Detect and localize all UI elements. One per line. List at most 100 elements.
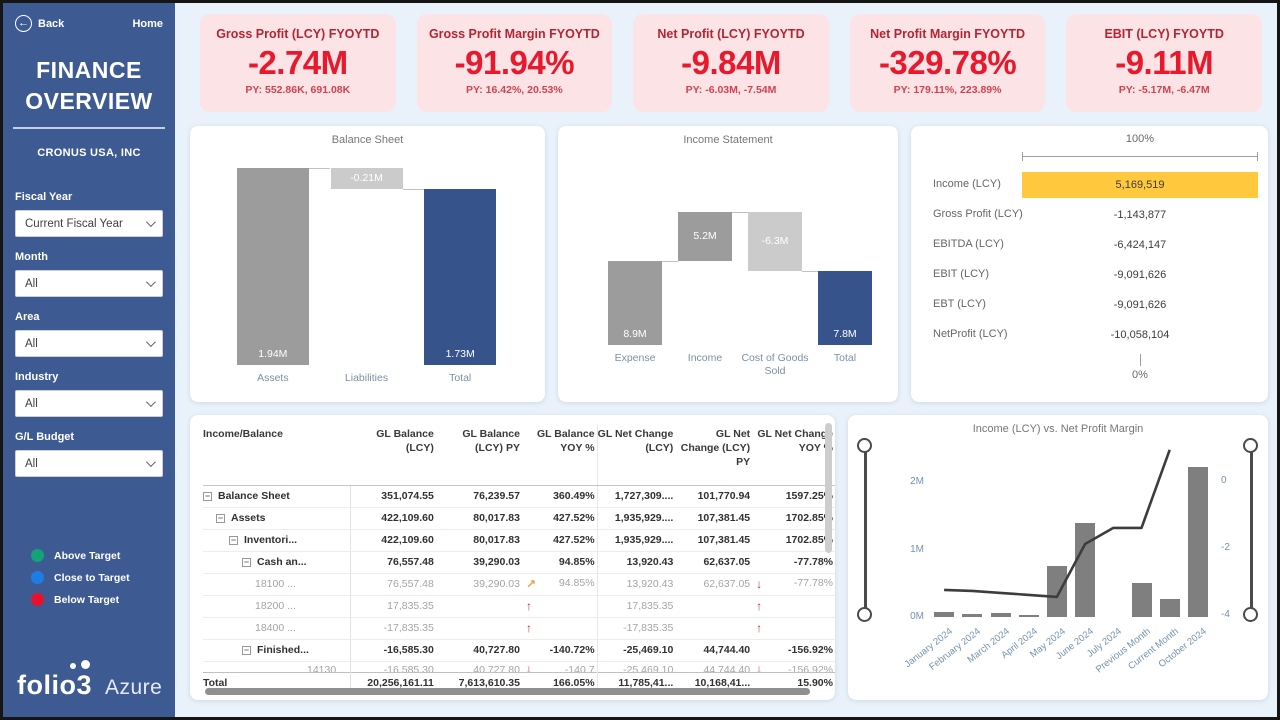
column-header-gl-net-change-lcy[interactable]: GL Net Change (LCY) <box>597 425 676 486</box>
collapse-icon[interactable]: − <box>216 513 225 523</box>
table-row-inventori[interactable]: − Inventori... 422,109.60 80,017.83 427.52% 1… <box>203 529 835 552</box>
column-bar-february-2024[interactable] <box>962 613 983 617</box>
table-row-18100[interactable]: 18100 ... 76,557.48 39,290.03 ↗ 94.85% 13,920… <box>203 573 835 596</box>
back-arrow-icon: ← <box>15 15 32 32</box>
table-row-18200[interactable]: 18200 ... 17,835.35 ↑ 17,835.35 ↑ <box>203 595 835 618</box>
funnel-rows: Income (LCY) 5,169,519 Gross Profit (LCY) -… <box>911 170 1268 350</box>
table-row-cash-an[interactable]: − Cash an... 76,557.48 39,290.03 94.85% 13,92… <box>203 551 835 574</box>
column-header-gl-net-change-lcy-py[interactable]: GL Net Change (LCY) PY <box>675 425 753 486</box>
waterfall-bar-total[interactable]: 7.8M <box>818 271 872 345</box>
filter-label: Industry <box>15 371 59 383</box>
column-header-gl-balance-yoy[interactable]: GL Balance YOY % <box>521 425 598 486</box>
funnel-value: -6,424,147 <box>1113 239 1167 251</box>
column-header-income-balance[interactable]: Income/Balance <box>203 425 351 486</box>
column-bar-march-2024[interactable] <box>990 612 1011 617</box>
collapse-icon[interactable]: − <box>242 557 251 567</box>
azure-logo: Azure <box>105 676 163 699</box>
sidebar: ← Back Home FINANCE OVERVIEW CRONUS USA,… <box>3 3 175 717</box>
waterfall-bar-income[interactable]: 5.2M <box>678 211 732 262</box>
column-bar-january-2024[interactable] <box>934 612 955 617</box>
table-cell: ↑ <box>521 595 598 618</box>
table-row-18400[interactable]: 18400 ... -17,835.35 ↑ -17,835.35 ↑ <box>203 617 835 640</box>
right-axis-range-slider[interactable] <box>1243 415 1259 635</box>
filter-select-area[interactable]: All <box>15 330 163 357</box>
table-header-row: Income/Balance GL Balance (LCY) GL Balance… <box>203 425 835 486</box>
profit-funnel-panel: 100% Income (LCY) 5,169,519 Gross Profit (… <box>911 126 1268 402</box>
selected-value: All <box>25 457 38 470</box>
left-axis-tick: 0M <box>910 611 924 622</box>
slider-knob-icon[interactable] <box>1243 438 1258 453</box>
column-bar-april-2024[interactable] <box>1018 614 1039 617</box>
filter-label: Month <box>15 251 48 263</box>
filter-select-g-l-budget[interactable]: All <box>15 450 163 477</box>
funnel-row[interactable]: EBT (LCY) -9,091,626 <box>911 290 1268 320</box>
income-vs-margin-chart: 2M 1M 0M 0 -2 -4 January 2024 February 2024 Marc… <box>848 415 1268 700</box>
funnel-row[interactable]: Income (LCY) 5,169,519 <box>911 170 1268 200</box>
column-bar-june-2024[interactable] <box>1075 522 1096 617</box>
bar-value-label: 1.73M <box>445 347 475 360</box>
collapse-icon[interactable]: − <box>203 491 212 501</box>
table-cell: 13,920.43 <box>597 573 676 596</box>
chevron-down-icon <box>145 277 156 288</box>
waterfall-connector <box>662 261 678 263</box>
slider-knob-icon[interactable] <box>857 607 872 622</box>
column-bar-october-2024[interactable] <box>1187 467 1208 617</box>
kpi-value: -9.84M <box>681 44 781 81</box>
funnel-row[interactable]: EBITDA (LCY) -6,424,147 <box>911 230 1268 260</box>
row-header: − Inventori... <box>203 529 351 552</box>
table-row-14130[interactable]: 14130 ... -16,585.30 40,727.80 ↓ -140.7 -25,4… <box>203 661 835 672</box>
column-bar-may-2024[interactable] <box>1046 565 1067 617</box>
home-button[interactable]: Home <box>132 17 163 30</box>
kpi-card-gross-profit-lcy-fyoytd: Gross Profit (LCY) FYOYTD -2.74M PY: 552.8… <box>200 14 396 112</box>
table-cell: 17,835.35 <box>350 595 436 618</box>
funnel-category: NetProfit (LCY) <box>933 328 1008 340</box>
kpi-card-ebit-lcy-fyoytd: EBIT (LCY) FYOYTD -9.11M PY: -5.17M, -6.47… <box>1066 14 1262 112</box>
waterfall-bar-expense[interactable]: 8.9M <box>608 261 662 345</box>
collapse-icon[interactable]: − <box>229 535 238 545</box>
waterfall-bar-assets[interactable]: 1.94M <box>236 168 309 365</box>
bar-value-label: 5.2M <box>693 229 717 242</box>
filter-select-fiscal-year[interactable]: Current Fiscal Year <box>15 210 163 237</box>
table-cell: 427.52% <box>521 529 598 552</box>
slider-knob-icon[interactable] <box>1243 607 1258 622</box>
column-bar-current-month[interactable] <box>1159 598 1180 617</box>
column-header-gl-balance-lcy[interactable]: GL Balance (LCY) <box>350 425 436 486</box>
funnel-value: -1,143,877 <box>1113 209 1167 221</box>
column-header-gl-net-change-yoy[interactable]: GL Net Change YOY % <box>752 425 835 486</box>
kpi-arrow-up-icon: ↑ <box>525 621 532 635</box>
back-label: Back <box>38 17 65 30</box>
waterfall-bar-total[interactable]: 1.73M <box>424 189 497 365</box>
table-row-assets[interactable]: − Assets 422,109.60 80,017.83 427.52% 1,935,9… <box>203 507 835 530</box>
column-header-gl-balance-lcy-py[interactable]: GL Balance (LCY) PY <box>435 425 522 486</box>
title-divider <box>13 127 165 129</box>
legend-dot-icon <box>31 593 44 606</box>
waterfall-bar-cost-of-goods-sold[interactable]: -6.3M <box>748 211 802 272</box>
vertical-scrollbar[interactable] <box>825 423 832 553</box>
table-cell: ↓ -77.78% <box>752 573 835 596</box>
funnel-row[interactable]: Gross Profit (LCY) -1,143,877 <box>911 200 1268 230</box>
table-cell: 76,557.48 <box>350 573 436 596</box>
left-axis-range-slider[interactable] <box>857 415 873 635</box>
filter-label: Area <box>15 311 40 323</box>
horizontal-scrollbar[interactable] <box>205 688 810 695</box>
collapse-icon[interactable]: − <box>242 645 251 655</box>
table-row-finished[interactable]: − Finished... -16,585.30 40,727.80 -140.72% -… <box>203 639 835 662</box>
funnel-row[interactable]: EBIT (LCY) -9,091,626 <box>911 260 1268 290</box>
filter-select-industry[interactable]: All <box>15 390 163 417</box>
kpi-title: EBIT (LCY) FYOYTD <box>1104 27 1224 41</box>
chevron-down-icon <box>145 337 156 348</box>
table-cell: 360.49% <box>521 485 598 508</box>
table-cell: 1,935,929.... <box>597 529 676 552</box>
chevron-down-icon <box>145 397 156 408</box>
waterfall-bar-liabilities[interactable]: -0.21M <box>330 168 403 190</box>
kpi-title: Gross Profit (LCY) FYOYTD <box>216 27 380 41</box>
back-button[interactable]: ← Back <box>15 15 64 32</box>
column-bar-previous-month[interactable] <box>1131 582 1152 617</box>
income-statement-chart-panel: Income Statement 8.9M Expense 5.2M Income -6… <box>558 126 898 402</box>
table-cell: ↑ <box>752 595 835 618</box>
filter-select-month[interactable]: All <box>15 270 163 297</box>
funnel-row[interactable]: NetProfit (LCY) -10,058,104 <box>911 320 1268 350</box>
table-row-balance-sheet[interactable]: − Balance Sheet 351,074.55 76,239.57 360.49%… <box>203 485 835 508</box>
slider-knob-icon[interactable] <box>857 438 872 453</box>
funnel-stem <box>1140 354 1141 366</box>
